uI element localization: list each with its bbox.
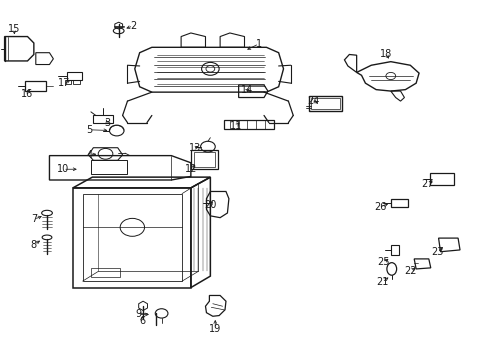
Text: 9: 9 (135, 310, 141, 319)
Text: 5: 5 (86, 125, 92, 135)
Bar (390, 244, 398, 255)
Text: 17: 17 (58, 78, 70, 88)
Bar (311, 98, 339, 109)
Text: 12: 12 (184, 164, 197, 174)
Text: 6: 6 (139, 316, 145, 325)
Text: 24: 24 (307, 96, 319, 106)
Text: 23: 23 (430, 247, 443, 257)
Text: 20: 20 (204, 200, 216, 210)
Bar (308, 96, 341, 111)
Text: 21: 21 (375, 277, 387, 287)
Text: 25: 25 (376, 257, 389, 267)
Text: 7: 7 (31, 215, 37, 224)
Text: 13: 13 (188, 143, 201, 153)
Text: 16: 16 (21, 89, 34, 99)
Bar (91, 160, 127, 174)
Text: 11: 11 (229, 121, 242, 131)
Text: 10: 10 (57, 164, 69, 174)
Text: 3: 3 (104, 118, 110, 128)
Bar (91, 268, 120, 277)
Text: 2: 2 (130, 21, 136, 31)
Text: 18: 18 (379, 49, 391, 59)
Text: 26: 26 (373, 202, 386, 212)
Text: 19: 19 (209, 324, 221, 334)
Text: 27: 27 (420, 179, 433, 189)
Text: 22: 22 (403, 266, 416, 276)
Text: 14: 14 (240, 85, 253, 95)
Text: 4: 4 (86, 150, 92, 160)
Text: 15: 15 (8, 24, 20, 35)
Text: 8: 8 (31, 239, 37, 249)
Bar (190, 149, 217, 169)
Bar (193, 152, 214, 167)
Text: 1: 1 (256, 39, 262, 49)
Bar (66, 72, 82, 80)
